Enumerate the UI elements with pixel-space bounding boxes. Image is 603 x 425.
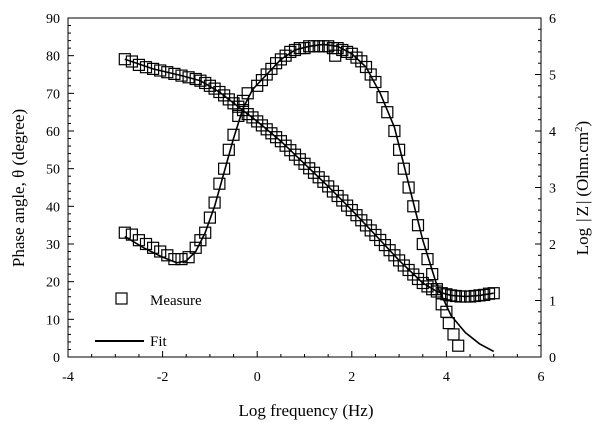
y-left-tick-label: 0	[53, 351, 60, 366]
y-left-tick-label: 40	[46, 200, 60, 215]
x-tick-label: 4	[443, 370, 450, 385]
plot-frame	[68, 18, 541, 357]
y-right-tick-label: 3	[549, 182, 556, 197]
measure-point-phase	[141, 239, 152, 250]
y-right-tick-label: 1	[549, 295, 556, 310]
y-left-tick-label: 70	[46, 87, 60, 102]
x-axis-title: Log frequency (Hz)	[239, 401, 374, 420]
y-right-tick-label: 6	[549, 12, 556, 27]
y-left-tick-label: 50	[46, 163, 60, 178]
y-right-axis-title: Log | Z | (Ohm.cm2)	[573, 121, 592, 255]
measure-point-phase	[448, 329, 459, 340]
x-tick-label: 2	[348, 370, 355, 385]
measure-point-phase	[453, 340, 464, 351]
y-right-axis-title-unit: (Ohm.cm	[573, 132, 592, 197]
x-tick-label: -2	[157, 370, 169, 385]
y-left-tick-label: 60	[46, 125, 60, 140]
measure-point-phase	[443, 318, 454, 329]
y-left-tick-label: 20	[46, 276, 60, 291]
y-right-tick-label: 0	[549, 351, 556, 366]
legend-marker-measure	[116, 293, 127, 304]
y-left-tick-label: 30	[46, 238, 60, 253]
legend: Measure Fit	[95, 293, 202, 350]
y-right-tick-label: 4	[549, 125, 556, 140]
y-left-axis-title: Phase angle, θ (degree)	[9, 109, 28, 267]
y-left-tick-label: 90	[46, 12, 60, 27]
legend-label-measure: Measure	[150, 293, 202, 309]
y-right-tick-label: 2	[549, 238, 556, 253]
z-left-bar: |	[573, 218, 592, 221]
y-right-axis-title-close: )	[573, 121, 592, 127]
z-right-bar: |	[573, 201, 592, 204]
y-left-tick-label: 80	[46, 50, 60, 65]
x-tick-label: -4	[62, 370, 74, 385]
x-tick-label: 6	[538, 370, 545, 385]
y-left-tick-label: 10	[46, 313, 60, 328]
y-right-tick-label: 5	[549, 69, 556, 84]
y-right-axis-title-z: Z	[573, 206, 592, 216]
x-tick-label: 0	[254, 370, 261, 385]
measure-point-impedance	[119, 54, 130, 65]
legend-label-fit: Fit	[150, 334, 168, 350]
y-right-axis-title-prefix: Log	[573, 227, 592, 255]
ticks-layer	[68, 18, 541, 357]
